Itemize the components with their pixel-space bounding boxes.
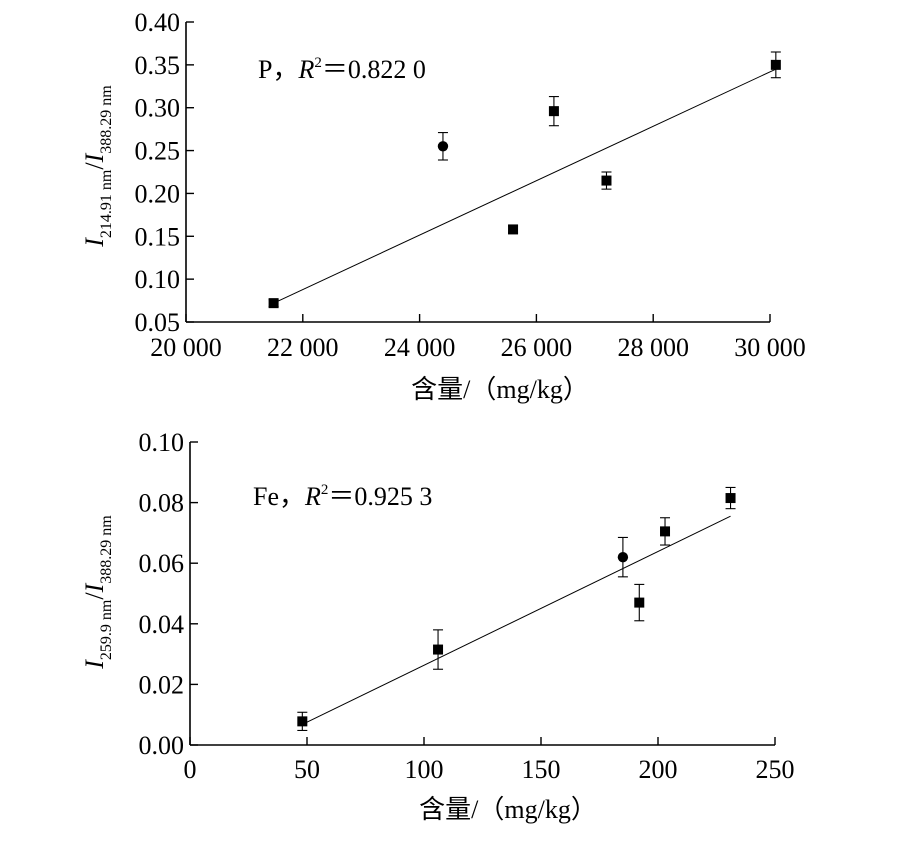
x-tick-label-p: 24 000: [384, 333, 456, 362]
x-axis-title-p: 含量/（mg/kg）: [411, 375, 589, 404]
y-title-fe-main2: I: [80, 582, 109, 593]
data-point-square-p: [548, 106, 559, 117]
y-tick-label-fe: 0.08: [139, 489, 185, 518]
x-tick-label-fe: 150: [522, 755, 561, 784]
y-tick-label-fe: 0.06: [139, 549, 185, 578]
y-title-p-sep: /: [80, 162, 109, 170]
x-tick-label-fe: 250: [756, 755, 795, 784]
x-tick-label-p: 30 000: [734, 333, 806, 362]
annotation-p-sup: 2: [314, 55, 322, 71]
data-point-square-fe: [660, 526, 671, 537]
y-title-fe-sub2: 388.29 nm: [98, 515, 115, 584]
x-tick-label-p: 26 000: [501, 333, 573, 362]
data-point-square-p: [770, 59, 781, 70]
y-axis-title-fe: I259.9 nm/I388.29 nm: [80, 515, 115, 670]
data-point-square-p: [268, 298, 279, 309]
y-tick-label-fe: 0.02: [139, 670, 185, 699]
annotation-p-r: R: [297, 55, 314, 84]
chart-iron: 0.000.020.040.060.080.100 50 100 150 200 250 …: [80, 428, 795, 824]
annotation-fe-r: R: [304, 482, 321, 511]
y-tick-label-p: 0.20: [135, 179, 181, 208]
data-point-circle-fe: [617, 551, 629, 563]
y-tick-label-p: 0.25: [135, 137, 181, 166]
x-axis-title-fe: 含量/（mg/kg）: [419, 795, 597, 824]
annotation-fe-element: Fe，: [253, 482, 305, 511]
y-title-p-main: I: [80, 237, 109, 248]
y-tick-label-p: 0.35: [135, 51, 181, 80]
y-title-fe-main: I: [80, 659, 109, 670]
y-title-p-main2: I: [80, 152, 109, 163]
x-tick-label-fe: 50: [294, 755, 320, 784]
y-tick-label-fe: 0.04: [139, 610, 185, 639]
data-point-square-fe: [433, 644, 444, 655]
x-tick-label-fe: 100: [405, 755, 444, 784]
x-tick-label-fe: 200: [639, 755, 678, 784]
y-tick-label-p: 0.40: [135, 8, 181, 37]
data-point-circle-p: [437, 141, 449, 152]
y-title-fe-sep: /: [80, 592, 109, 600]
data-point-square-fe: [725, 493, 736, 504]
x-tick-label-p: 20 000: [150, 333, 222, 362]
annotation-p-value: ＝0.822 0: [322, 55, 426, 84]
plot-area-fe: 0.00 0.02 0.04 0.06 0.08 0.10 0 50 100 150 200 250: [139, 428, 795, 784]
annotation-p: P，R2＝0.822 0: [258, 55, 426, 84]
y-tick-label-p: 0.15: [135, 222, 181, 251]
annotation-fe-sup: 2: [321, 482, 329, 498]
y-title-p-sub1: 214.91 nm: [98, 169, 115, 238]
annotation-fe: Fe，R2＝0.925 3: [253, 482, 432, 511]
y-tick-label-fe: 0.00: [139, 731, 185, 760]
x-tick-label-fe: 0: [184, 755, 197, 784]
fit-line-fe: [302, 515, 731, 725]
y-tick-label-p: 0.30: [135, 94, 181, 123]
data-point-square-p: [508, 224, 519, 235]
y-tick-label-fe: 0.10: [139, 428, 185, 457]
annotation-fe-value: ＝0.925 3: [328, 482, 432, 511]
x-tick-label-p: 22 000: [267, 333, 339, 362]
y-tick-label-p: 0.05: [135, 308, 181, 337]
x-tick-label-p: 28 000: [617, 333, 689, 362]
data-point-square-fe: [297, 716, 308, 727]
y-title-fe-sub1: 259.9 nm: [98, 599, 115, 660]
y-tick-label-p: 0.10: [135, 265, 181, 294]
y-title-p-sub2: 388.29 nm: [98, 85, 115, 154]
data-point-square-fe: [634, 597, 645, 608]
fit-line-p: [273, 68, 777, 304]
data-point-square-p: [601, 175, 612, 186]
y-axis-title-p: I214.91 nm/I388.29 nm: [80, 85, 115, 248]
annotation-p-element: P，: [258, 55, 298, 84]
